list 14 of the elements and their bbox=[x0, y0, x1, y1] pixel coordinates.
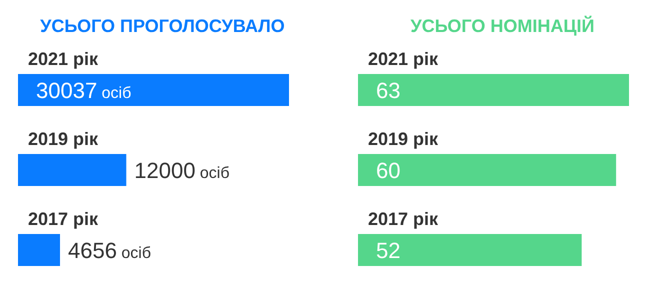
data-label: 30037 осіб bbox=[36, 78, 132, 103]
y-tick-label: 2021 рік bbox=[28, 49, 100, 69]
y-tick-label: 2017 рік bbox=[28, 209, 100, 229]
data-label: 4656 осіб bbox=[68, 238, 152, 263]
y-tick-label: 2021 рік bbox=[368, 49, 440, 69]
chart-title: УСЬОГО НОМІНАЦІЙ bbox=[410, 16, 596, 37]
y-tick-label: 2019 рік bbox=[28, 129, 100, 149]
data-label: 12000 осіб bbox=[134, 158, 230, 183]
data-label: 60 bbox=[376, 158, 400, 183]
data-label: 52 bbox=[376, 238, 400, 263]
y-tick-label: 2019 рік bbox=[368, 129, 440, 149]
data-label: 63 bbox=[376, 78, 400, 103]
chart-title: УСЬОГО ПРОГОЛОСУВАЛО bbox=[39, 16, 286, 37]
y-tick-label: 2017 рік bbox=[368, 209, 440, 229]
